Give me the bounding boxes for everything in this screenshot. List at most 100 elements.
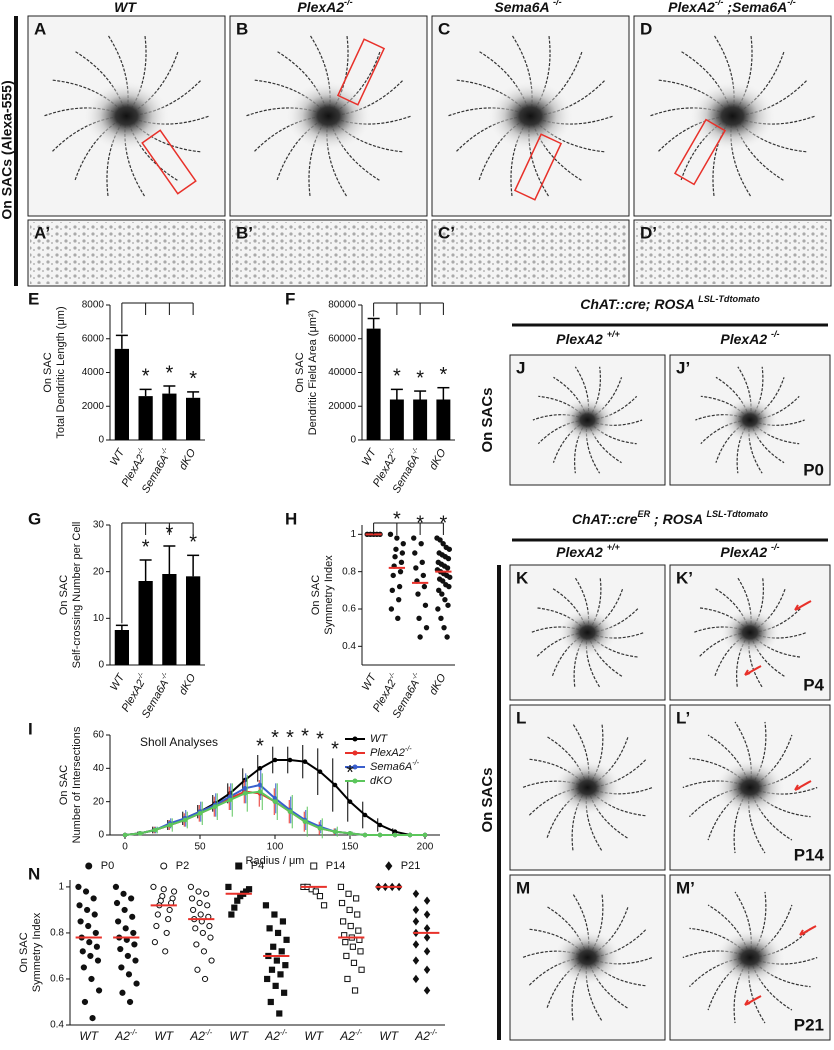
- y-tick-label: 0: [98, 435, 104, 446]
- point: [342, 939, 349, 946]
- point: [446, 583, 452, 590]
- point: [270, 943, 277, 950]
- point: [76, 902, 83, 909]
- dendrite: [587, 419, 643, 426]
- right-column-text: PlexA2: [720, 331, 771, 347]
- y-tick-label: 40: [93, 763, 105, 774]
- dendrite: [51, 79, 127, 117]
- dendrite: [715, 419, 751, 463]
- x-tick-label: 50: [194, 842, 206, 853]
- panel-letter: I: [28, 719, 33, 738]
- x-tick-label-text: WT: [360, 446, 380, 468]
- right-column: PlexA2 -/-: [720, 329, 779, 346]
- point: [122, 925, 129, 932]
- point: [257, 789, 263, 794]
- point: [399, 550, 406, 556]
- point: [388, 606, 395, 612]
- arrow: [744, 665, 762, 676]
- point: [400, 540, 406, 547]
- y-tick-label: 4000: [82, 367, 105, 378]
- point: [242, 791, 248, 796]
- x-tick-label: dKO: [427, 447, 449, 472]
- point: [351, 987, 359, 994]
- point: [91, 911, 98, 918]
- point: [75, 883, 82, 891]
- point: [92, 929, 99, 937]
- significance: *: [142, 536, 150, 558]
- x-tick-label-text: WT: [154, 1029, 174, 1043]
- y-axis-label: Symmetry Index: [323, 555, 335, 635]
- point: [163, 929, 170, 937]
- y-axis-label: Dendritic Field Area (μm²): [307, 310, 319, 436]
- dendrite: [328, 51, 381, 117]
- point: [130, 929, 137, 937]
- point: [445, 555, 452, 562]
- x-tick-label-sup: -/-: [135, 670, 146, 680]
- x-tick-label-sup: -/-: [355, 1028, 363, 1037]
- x-tick-label-sup: -/-: [159, 670, 170, 680]
- chart-title: Sholl Analyses: [140, 735, 218, 749]
- dendrite: [700, 419, 751, 445]
- point: [154, 911, 161, 918]
- point: [412, 956, 420, 965]
- x-tick-label: 0: [122, 842, 128, 853]
- x-tick-label-text: WT: [108, 671, 128, 693]
- point: [393, 546, 399, 552]
- legend-swatch: [352, 764, 358, 770]
- dendrite: [309, 35, 331, 117]
- point: [447, 574, 453, 580]
- column-header: PlexA2-/-: [297, 0, 352, 15]
- dendrite: [737, 366, 752, 421]
- point: [440, 540, 446, 547]
- dendrite: [530, 51, 583, 117]
- panel-letter: A’: [34, 223, 50, 242]
- point: [125, 971, 133, 978]
- dendrite: [695, 414, 751, 421]
- point: [283, 936, 290, 943]
- point: [128, 895, 135, 902]
- bar: [186, 576, 201, 665]
- point: [422, 602, 429, 608]
- point: [412, 889, 420, 899]
- dendrite: [537, 419, 588, 445]
- significance: *: [416, 367, 424, 389]
- dendrite: [276, 50, 330, 117]
- age-label: P0: [803, 460, 824, 479]
- point: [419, 559, 425, 566]
- point: [392, 829, 398, 834]
- y-tick-label: 60000: [328, 333, 356, 344]
- legend-swatch: [385, 861, 393, 871]
- soma: [720, 608, 780, 657]
- legend-label: P21: [401, 860, 421, 872]
- y-tick-label: 20: [93, 566, 105, 577]
- significance: *: [189, 368, 197, 390]
- dendrite: [530, 35, 551, 117]
- dendrite: [553, 376, 589, 421]
- point: [267, 998, 274, 1006]
- point: [204, 902, 211, 909]
- point: [206, 922, 213, 930]
- y-tick-label: 0.6: [50, 974, 64, 985]
- significance: *: [439, 364, 447, 386]
- x-tick-label: A2-/-: [264, 1028, 287, 1044]
- y-tick-label: 2000: [82, 401, 105, 412]
- significance: *: [271, 727, 279, 749]
- point: [278, 948, 285, 955]
- point: [316, 893, 324, 900]
- point: [166, 906, 173, 914]
- x-tick-label: A2-/-: [414, 1028, 437, 1044]
- x-tick-label-text: WT: [79, 1029, 99, 1043]
- dendrite: [529, 115, 583, 182]
- soma: [553, 759, 622, 816]
- dendrite: [124, 115, 146, 197]
- right-column: PlexA2 +/+: [556, 542, 620, 559]
- soma: [557, 608, 618, 657]
- point: [264, 975, 271, 983]
- right-column-text: PlexA2: [720, 544, 771, 560]
- y-axis-label: On SAC: [18, 932, 30, 972]
- panel-letter: J’: [676, 358, 690, 377]
- point: [312, 888, 319, 895]
- panel-letter: C’: [438, 223, 455, 242]
- right-column-text: PlexA2: [556, 331, 607, 347]
- arrow: [744, 995, 762, 1006]
